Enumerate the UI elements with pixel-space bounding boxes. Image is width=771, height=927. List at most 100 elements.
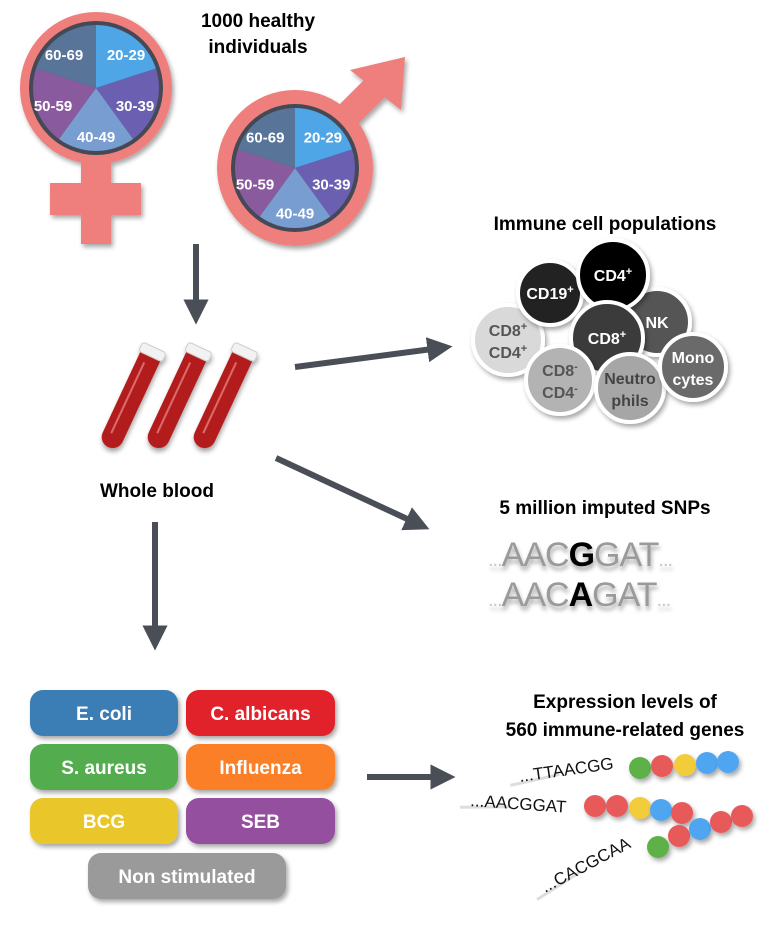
stimulus-label: SEB [241, 812, 280, 833]
pie-slice-30-39 [96, 68, 159, 139]
stimulus-box [30, 798, 178, 844]
gene-sequence: ...TTAACGG [518, 754, 615, 786]
cell-label: CD4+ [594, 266, 632, 285]
immune-title: Immune cell populations [494, 214, 717, 235]
snp-right: GAT [592, 576, 657, 614]
tube-cap [184, 342, 212, 362]
gene-row: ...CACGCAA [536, 805, 753, 901]
expression-title-line1: Expression levels of [533, 692, 717, 713]
age-label: 60-69 [45, 47, 83, 64]
cell-circle [471, 303, 545, 377]
gene-strand [536, 871, 581, 901]
pie-slice-20-29 [96, 25, 156, 88]
cell-label: CD8- [542, 361, 578, 380]
stimulus-non-stimulated: Non stimulated [88, 853, 286, 899]
blood-tube [101, 342, 166, 449]
cell-label-sup: + [521, 321, 527, 333]
cohort-title-line2: individuals [208, 37, 307, 58]
blood-tube [193, 342, 258, 449]
cell-label-sup: + [626, 266, 632, 278]
cell-label-main: CD19 [526, 286, 567, 303]
cell-label-sup: - [574, 361, 578, 373]
cell-cd4: CD4+ [576, 238, 650, 312]
expression-bead-blue [717, 751, 739, 773]
tube-cap [230, 342, 258, 362]
cell-label-main: Mono [672, 350, 715, 367]
expression-bead-blue [696, 752, 718, 774]
expression-bead-yellow [629, 797, 651, 819]
pie-slice-40-49 [259, 168, 331, 228]
cell-label-main: cytes [673, 372, 714, 389]
cell-label: phils [611, 393, 648, 410]
snp-allele: G [569, 536, 594, 574]
cell-cd19: CD19+ [516, 259, 584, 327]
stimulus-influenza: Influenza [186, 744, 335, 790]
cell-label-main: Neutro [604, 371, 656, 388]
cell-label: CD19+ [526, 284, 573, 303]
stimuli-grid: E. coli C. albicans S. aureus Influenza BCG S… [30, 690, 335, 899]
stimulus-box [186, 798, 335, 844]
stimulus-seb: SEB [186, 798, 335, 844]
cell-label: CD8+ [489, 321, 527, 340]
snp-right: GAT [594, 536, 659, 574]
age-label: 50-59 [236, 177, 274, 194]
blood-tube [147, 342, 212, 449]
cell-neutrophils: Neutro phils [594, 352, 666, 424]
cell-label-main: CD4 [542, 385, 574, 402]
expression-title-line2: 560 immune-related genes [506, 720, 745, 741]
expression-bead-red [671, 802, 693, 824]
snp-sequences: ...AACGGAT......AACAGAT... [488, 536, 673, 614]
stimulus-box [186, 744, 335, 790]
stimulus-box [186, 690, 335, 736]
snp-allele: A [569, 576, 593, 614]
age-label: 40-49 [276, 206, 314, 223]
stimulus-bcg: BCG [30, 798, 178, 844]
snp-left: AAC [502, 576, 569, 614]
immune-cell-cluster: CD8+CD4+CD19+NKCD4+CD8+CD8-CD4-Neutrophi… [471, 238, 728, 424]
stimulus-box [30, 744, 178, 790]
pie-slice-50-59 [235, 149, 295, 217]
cell-monocytes: Mono cytes [658, 332, 728, 402]
cell-label-sup: - [574, 383, 578, 395]
expression-bead-red [731, 805, 753, 827]
stimulus-label: C. albicans [210, 704, 310, 725]
snp-dots-right: ... [657, 589, 671, 611]
cell-label: Neutro [604, 371, 656, 388]
tube-highlight [156, 362, 192, 434]
expression-bead-green [629, 757, 651, 779]
arrow-blood-to-snps [274, 455, 430, 531]
cell-label: CD4+ [489, 343, 527, 362]
arrow-blood-to-cells [294, 337, 453, 370]
cell-label-sup: + [567, 284, 573, 296]
gene-strand [459, 805, 511, 809]
expression-bead-blue [650, 799, 672, 821]
age-label: 20-29 [304, 129, 342, 146]
snp-row: ...AACGGAT... [488, 536, 672, 574]
cell-label-main: CD8 [489, 323, 521, 340]
cell-label: NK [645, 315, 669, 332]
cell-label: Mono [672, 350, 715, 367]
cell-circle [524, 344, 596, 416]
gene-row: ...AACGGAT [459, 791, 693, 824]
snp-dots-left: ... [488, 589, 502, 611]
expression-bead-red [584, 795, 606, 817]
pie-slice-50-59 [33, 68, 96, 139]
cell-label: cytes [673, 372, 714, 389]
cell-label-main: CD8 [542, 363, 574, 380]
expression-bead-red [710, 811, 732, 833]
cell-cd8cd4: CD8-CD4- [524, 344, 596, 416]
stimulus-c-albicans: C. albicans [186, 690, 335, 736]
stimulus-label: BCG [83, 812, 125, 833]
cell-label-main: CD8 [588, 331, 620, 348]
stimulus-label: Non stimulated [118, 867, 255, 888]
snps-title: 5 million imputed SNPs [499, 498, 710, 519]
stimulus-box [88, 853, 286, 899]
tube-highlight [110, 362, 146, 434]
pie-slice-20-29 [295, 108, 353, 168]
tube-cap [138, 342, 166, 362]
cell-label: CD8+ [588, 329, 626, 348]
cell-label-sup: + [620, 329, 626, 341]
